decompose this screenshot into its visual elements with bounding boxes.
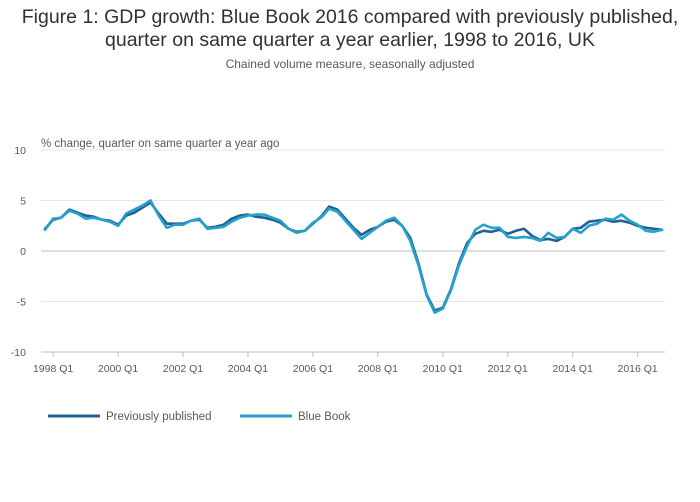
y-tick-label: 5 <box>20 196 26 208</box>
y-tick-labels: 10 5 0 -5 -10 <box>11 145 26 359</box>
x-tick-label: 2000 Q1 <box>98 363 138 375</box>
legend[interactable]: Previously published Blue Book <box>48 411 351 423</box>
chart-title-line-2: quarter on same quarter a year earlier, … <box>105 29 595 51</box>
x-tick-label: 2014 Q1 <box>553 363 593 375</box>
y-tick-label: 0 <box>20 246 26 258</box>
chart-subtitle: Chained volume measure, seasonally adjus… <box>225 57 475 71</box>
x-tick-label: 2006 Q1 <box>293 363 333 375</box>
y-axis-label: % change, quarter on same quarter a year… <box>41 138 279 150</box>
legend-label: Previously published <box>106 411 211 423</box>
chart-title: Figure 1: GDP growth: Blue Book 2016 com… <box>0 6 700 52</box>
series-lines <box>43 199 664 314</box>
x-tick-label: 2008 Q1 <box>358 363 398 375</box>
x-tick-label: 2004 Q1 <box>228 363 268 375</box>
series-line-blue-book <box>43 199 664 314</box>
legend-label: Blue Book <box>298 411 351 423</box>
x-tick-label: 2016 Q1 <box>617 363 657 375</box>
x-tick-label: 2012 Q1 <box>488 363 528 375</box>
y-tick-label: -10 <box>11 347 26 359</box>
y-tick-label: 10 <box>14 145 26 157</box>
legend-item-blue-book[interactable]: Blue Book <box>240 411 351 423</box>
x-tick-label: 2010 Q1 <box>423 363 463 375</box>
chart-title-line-1: Figure 1: GDP growth: Blue Book 2016 com… <box>21 6 679 28</box>
gridlines <box>41 149 665 353</box>
series-line-previously-published <box>43 201 664 312</box>
x-tick-label: 1998 Q1 <box>33 363 73 375</box>
y-tick-label: -5 <box>17 297 26 309</box>
x-tick-labels: 1998 Q1 2000 Q1 2002 Q1 2004 Q1 2006 Q1 2008 … <box>33 351 665 375</box>
legend-item-previously-published[interactable]: Previously published <box>48 411 211 423</box>
x-tick-label: 2002 Q1 <box>163 363 203 375</box>
